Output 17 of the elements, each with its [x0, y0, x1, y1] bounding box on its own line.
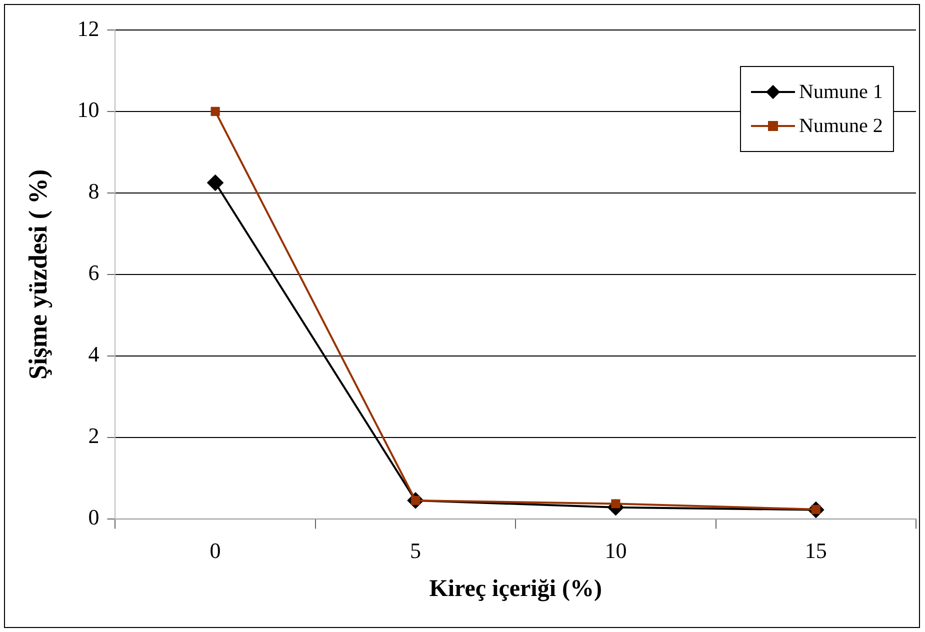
- x-axis-title: Kireç içeriği (%): [429, 576, 602, 602]
- y-tick-label: 0: [88, 504, 100, 530]
- y-tick-label: 2: [88, 423, 100, 448]
- y-tick-label: 4: [88, 342, 100, 367]
- x-tick-label: 10: [604, 538, 627, 563]
- legend-label: Numune 2: [799, 114, 883, 138]
- y-tick-label: 8: [88, 178, 100, 204]
- x-tick-label: 5: [410, 538, 421, 563]
- y-axis-title: Şişme yüzdesi ( %): [23, 169, 52, 380]
- point: [210, 106, 220, 116]
- y-tick-label: 10: [77, 97, 100, 122]
- legend-label: Numune 1: [799, 80, 883, 104]
- x-tick-label: 0: [210, 538, 221, 563]
- point: [207, 174, 224, 191]
- x-tick-label: 15: [804, 538, 827, 563]
- y-tick-label: 6: [88, 260, 100, 286]
- y-tick-label: 12: [77, 16, 100, 41]
